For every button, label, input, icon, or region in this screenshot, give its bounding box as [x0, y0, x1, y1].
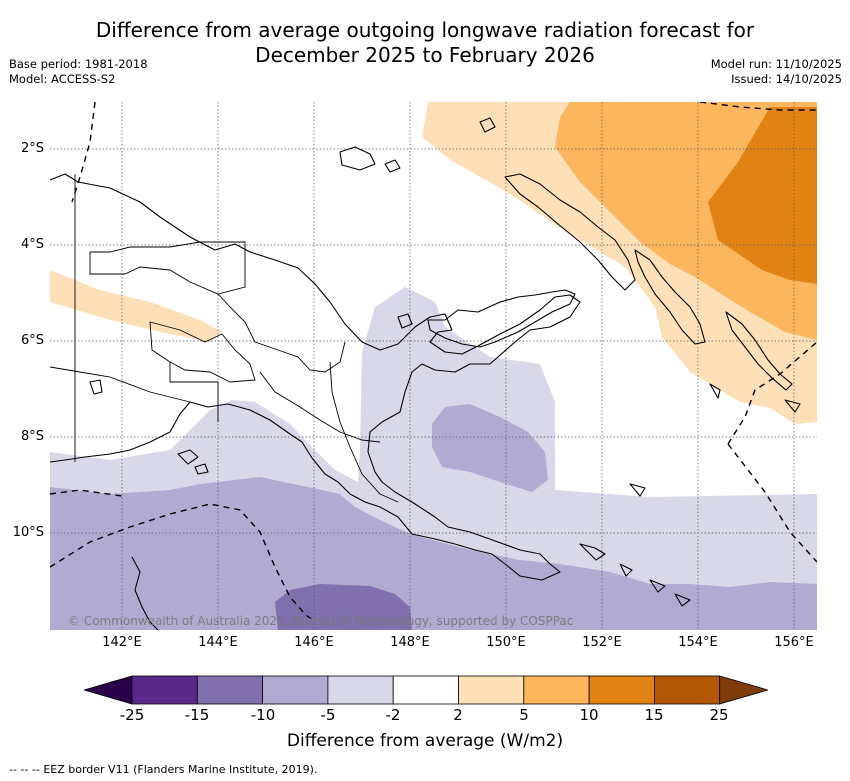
olr-contour-mid-purple-core: [432, 404, 548, 492]
louisiade-islands: [579, 483, 691, 607]
graticule: [50, 102, 817, 630]
colorbar-under-arrow: [84, 675, 133, 705]
colorbar-bin: [588, 675, 655, 705]
olr-contour-mid-purple: [50, 477, 817, 630]
eez-legend: -- -- -- EEZ border V11 (Flanders Marine…: [9, 763, 317, 776]
lake-island: [397, 313, 413, 329]
colorbar-tick: -25: [119, 706, 145, 724]
lon-label-144e: 144°E: [198, 635, 238, 650]
lat-label-4s: 4°S: [20, 237, 44, 252]
model-name: Model: ACCESS-S2: [9, 72, 116, 86]
lat-label-2s: 2°S: [20, 141, 44, 156]
olr-contour-dark-orange: [708, 107, 817, 284]
map-title: Difference from average outgoing longwav…: [0, 18, 850, 68]
colorbar-bin: [458, 675, 525, 705]
northern-islands: [339, 117, 496, 173]
olr-contour-dark-purple: [275, 584, 412, 630]
colorbar-bin: [131, 675, 198, 705]
cape-york-coast: [131, 556, 159, 630]
issued-date: Issued: 14/10/2025: [731, 72, 842, 86]
coastlines: [50, 117, 801, 630]
copyright-text: © Commonwealth of Australia 2025, Bureau…: [68, 614, 573, 628]
new-ireland-coast: [504, 173, 636, 291]
colorbar-tick: 10: [579, 706, 599, 724]
lon-label-152e: 152°E: [582, 635, 622, 650]
meta-left: Base period: 1981-2018 Model: ACCESS-S2: [9, 57, 148, 87]
title-line-2: December 2025 to February 2026: [255, 43, 595, 67]
colorbar: [84, 675, 768, 705]
colorbar-bin: [392, 675, 459, 705]
solomon-islands: [709, 311, 801, 413]
olr-contour-light-orange-west: [50, 270, 222, 342]
map-canvas: © Commonwealth of Australia 2025, Bureau…: [50, 102, 817, 630]
colorbar-bin: [262, 675, 329, 705]
lon-label-146e: 146°E: [294, 635, 334, 650]
colorbar-tick: 25: [709, 706, 729, 724]
bougainville-coast: [634, 249, 706, 345]
colorbar-tick: -10: [250, 706, 276, 724]
lon-label-150e: 150°E: [486, 635, 526, 650]
lon-label-148e: 148°E: [390, 635, 430, 650]
torres-strait-islands: [89, 379, 209, 475]
colorbar-bin: [523, 675, 590, 705]
lon-label-154e: 154°E: [678, 635, 718, 650]
title-line-1: Difference from average outgoing longwav…: [95, 18, 755, 42]
province-borders: [50, 174, 399, 503]
eez-legend-text: EEZ border V11 (Flanders Marine Institut…: [43, 763, 318, 776]
lat-label-10s: 10°S: [12, 525, 44, 540]
eez-legend-dash-icon: -- -- --: [9, 763, 40, 776]
meta-right: Model run: 11/10/2025 Issued: 14/10/2025: [711, 57, 842, 87]
colorbar-tick: 15: [644, 706, 664, 724]
colorbar-tick: 2: [453, 706, 463, 724]
colorbar-bin: [654, 675, 721, 705]
colorbar-bin: [196, 675, 264, 705]
base-period: Base period: 1981-2018: [9, 57, 148, 71]
colorbar-tick: -5: [320, 706, 336, 724]
colorbar-label: Difference from average (W/m2): [286, 731, 564, 751]
lon-label-142e: 142°E: [102, 635, 142, 650]
colorbar-bin: [327, 675, 394, 705]
new-guinea-coast: [50, 173, 581, 581]
colorbar-tick: -15: [184, 706, 210, 724]
model-run: Model run: 11/10/2025: [710, 57, 842, 71]
colorbar-over-arrow: [719, 675, 768, 705]
lat-label-8s: 8°S: [20, 429, 44, 444]
new-britain-coast: [427, 289, 576, 348]
lon-label-156e: 156°E: [774, 635, 814, 650]
colorbar-tick: 5: [519, 706, 529, 724]
lat-label-6s: 6°S: [20, 333, 44, 348]
eez-borders: [50, 102, 817, 623]
colorbar-tick: -2: [385, 706, 401, 724]
